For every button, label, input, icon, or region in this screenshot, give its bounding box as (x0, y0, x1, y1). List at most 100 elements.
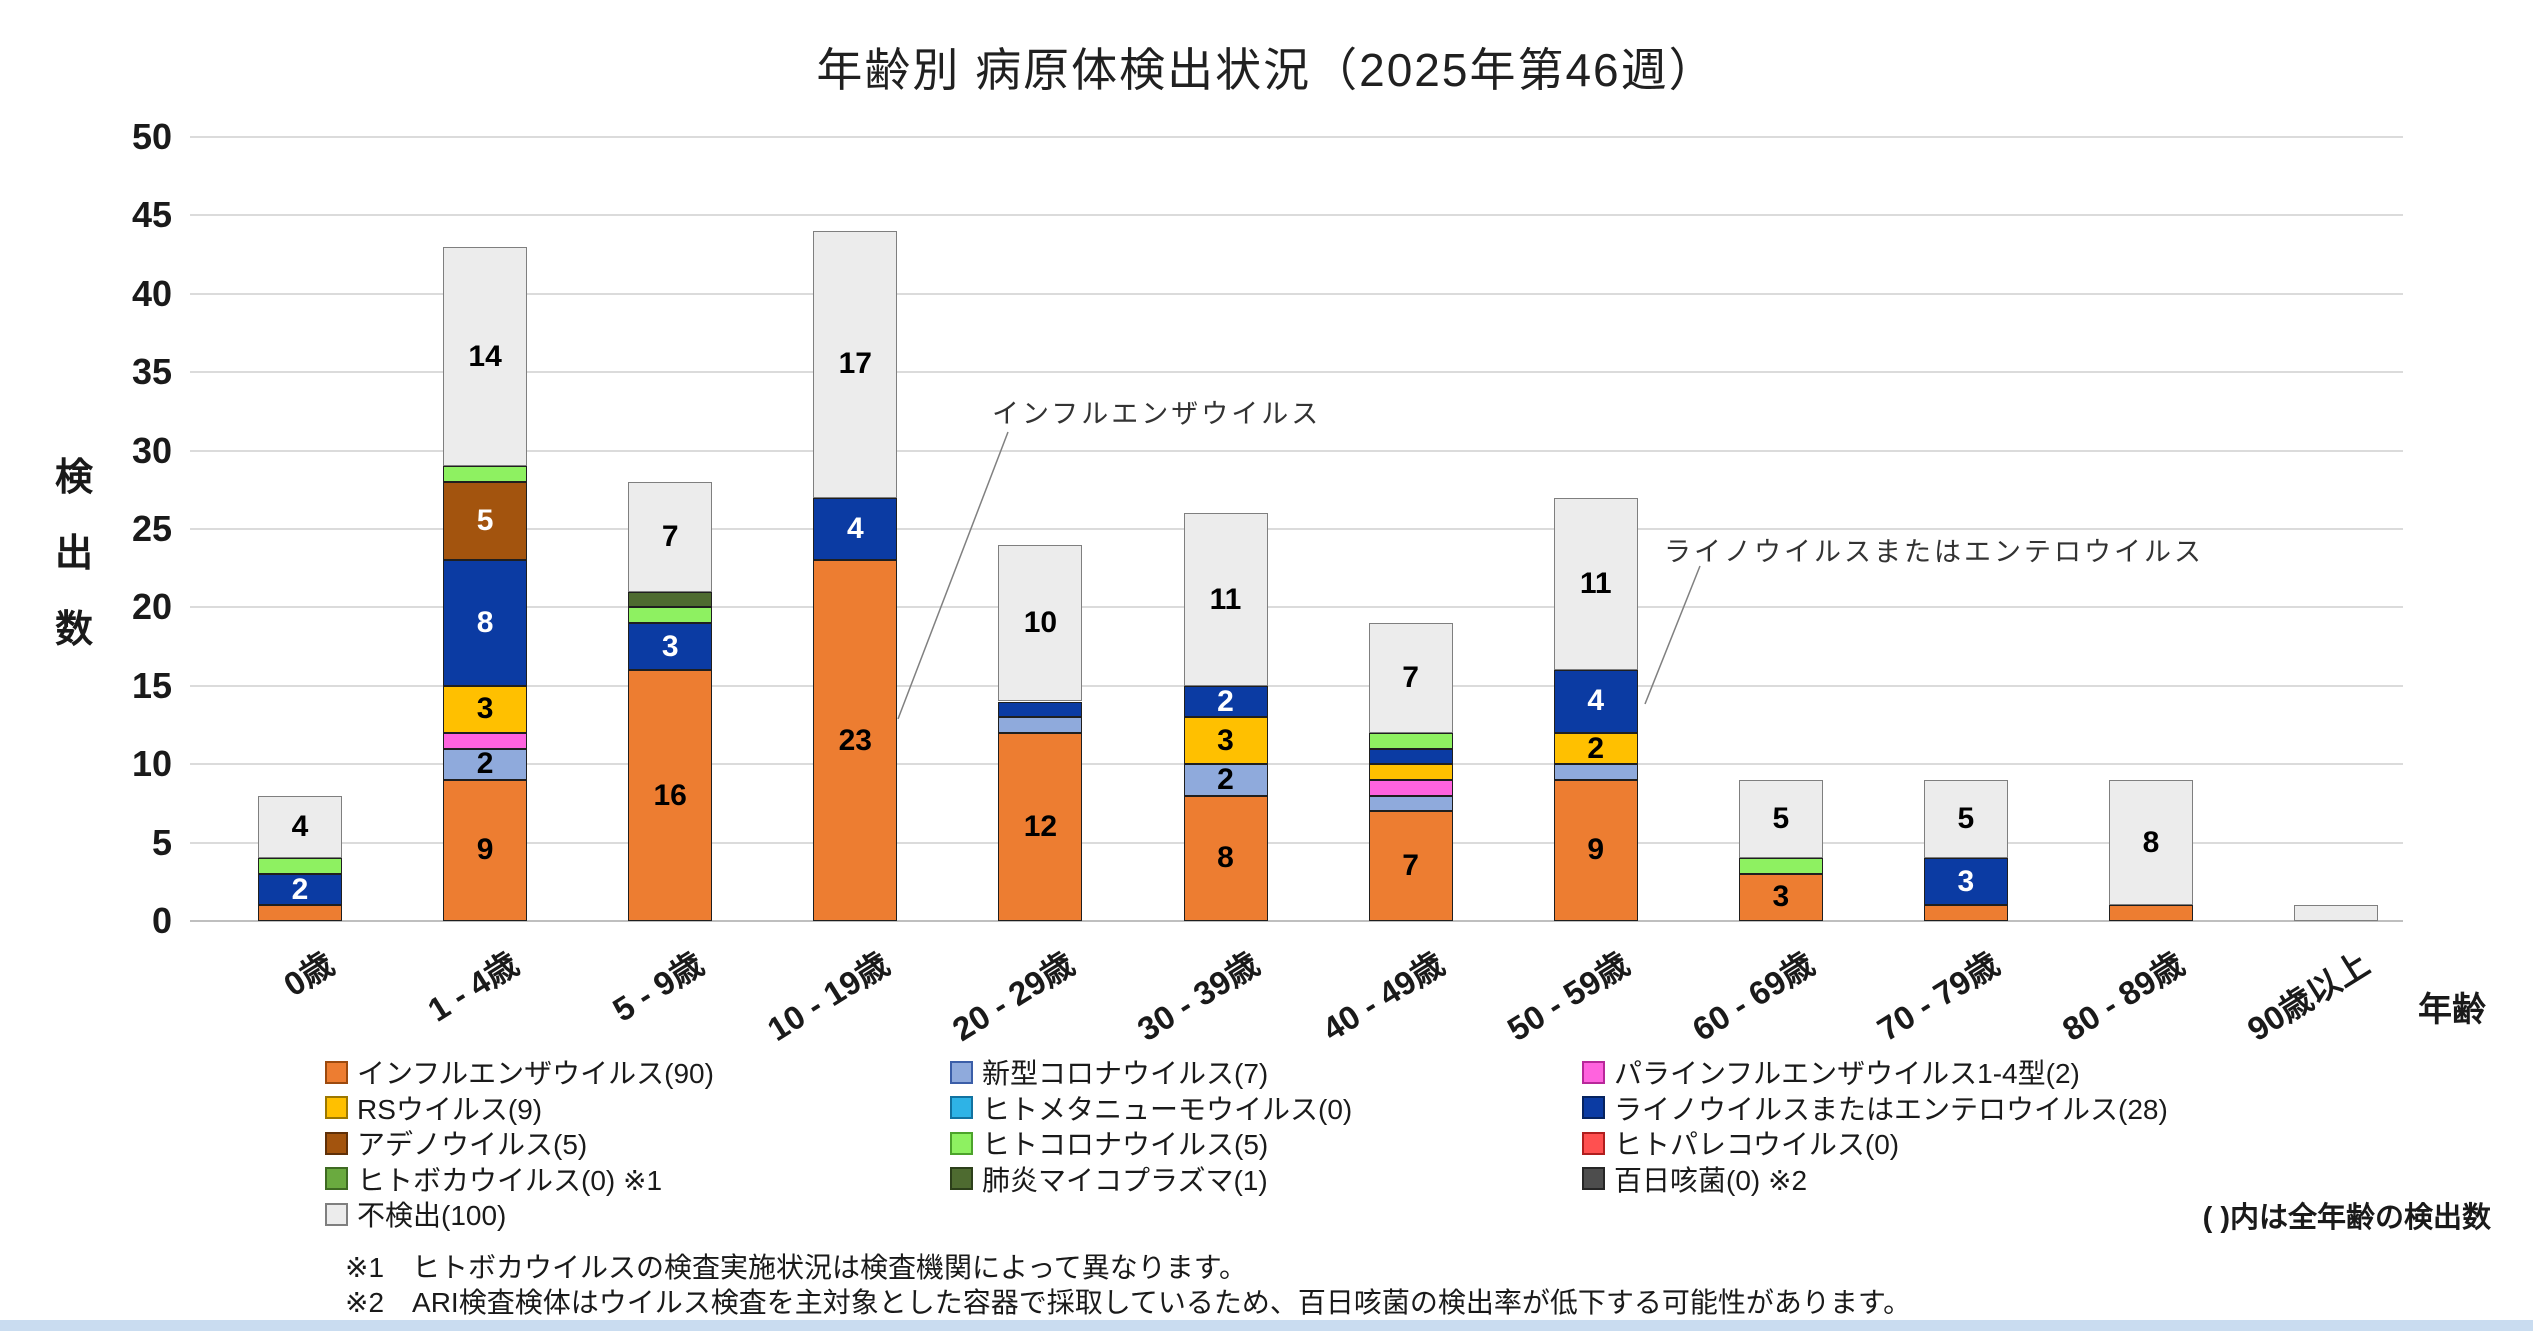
legend-label: ヒトメタニューモウイルス(0) (982, 1093, 1353, 1125)
bar-segment: 11 (1553, 497, 1638, 671)
segment-value-label: 8 (476, 606, 494, 640)
gridline (190, 606, 2403, 609)
legend-swatch (1582, 1096, 1605, 1119)
segment-value-label: 4 (1587, 684, 1605, 718)
segment-value-label: 7 (1402, 660, 1419, 694)
bar-segment: 3 (1183, 717, 1268, 765)
bar-segment: 7 (628, 481, 713, 592)
bar-segment (258, 858, 342, 874)
legend-item: インフルエンザウイルス(90) (325, 1052, 714, 1092)
bar-segment: 10 (998, 544, 1083, 702)
y-tick-label: 30 (131, 429, 172, 471)
gridline (190, 136, 2403, 138)
bar-segment: 5 (443, 481, 528, 561)
bar-segment (443, 732, 528, 749)
bar-segment (2294, 905, 2379, 921)
bar-segment (1923, 905, 2008, 921)
gridline (190, 371, 2403, 374)
legend-label: アデノウイルス(5) (357, 1129, 588, 1160)
bar-segment: 8 (1183, 795, 1268, 921)
segment-value-label: 3 (1772, 880, 1790, 914)
bar-segment: 3 (443, 685, 528, 733)
bar-segment: 8 (2109, 779, 2193, 906)
segment-value-label: 3 (1957, 864, 1975, 898)
y-tick-label: 40 (131, 272, 172, 314)
y-axis-title-char: 検 (54, 457, 93, 499)
legend-label: 肺炎マイコプラズマ(1) (982, 1164, 1268, 1196)
legend-label: 不検出(100) (357, 1200, 507, 1231)
x-category-label: 5 - 9歳 (606, 944, 711, 1029)
segment-value-label: 2 (1217, 684, 1234, 718)
legend-item: ヒトパレコウイルス(0) (1582, 1123, 1899, 1163)
legend-swatch (950, 1131, 973, 1155)
bar-segment: 9 (443, 779, 528, 921)
bar-segment (998, 717, 1083, 733)
legend-label: RSウイルス(9) (357, 1093, 543, 1125)
segment-value-label: 11 (1579, 566, 1612, 600)
x-category-label: 10 - 19歳 (760, 944, 896, 1049)
y-tick-label: 45 (131, 194, 172, 236)
bar-segment: 2 (1553, 732, 1638, 765)
legend-item: ヒトコロナウイルス(5) (950, 1123, 1268, 1163)
x-category-label: 20 - 29歳 (945, 944, 1081, 1049)
legend-label: パラインフルエンザウイルス1-4型(2) (1614, 1058, 2080, 1089)
bar-segment: 5 (1738, 779, 1823, 859)
x-category-label: 1 - 4歳 (421, 944, 525, 1029)
x-category-label: 90歳以上 (2241, 944, 2376, 1049)
bar-segment: 17 (813, 231, 898, 498)
legend-item: RSウイルス(9) (325, 1088, 542, 1128)
y-axis-title: 検出数 (52, 440, 96, 668)
x-category-label: 40 - 49歳 (1315, 944, 1451, 1049)
x-category-label: 60 - 69歳 (1685, 944, 1821, 1049)
bar-segment (443, 466, 528, 482)
bar-segment: 14 (443, 246, 528, 467)
bar-segment: 3 (628, 623, 713, 671)
legend-swatch (950, 1060, 973, 1084)
bar-segment: 3 (1738, 873, 1823, 921)
bar-segment: 5 (1923, 779, 2008, 859)
chart-title: 年齢別 病原体検出状況（2025年第46週） (816, 44, 1717, 96)
gridline (190, 763, 2403, 766)
bar-segment: 23 (813, 560, 898, 921)
segment-value-label: 16 (653, 778, 687, 812)
legend-label: ヒトボカウイルス(0) ※1 (357, 1164, 663, 1196)
x-category-label: 80 - 89歳 (2056, 944, 2191, 1049)
legend-item: 百日咳菌(0) ※2 (1582, 1159, 1807, 1199)
x-category-label: 50 - 59歳 (1500, 944, 1636, 1049)
bar-segment (1368, 748, 1453, 765)
segment-value-label: 5 (1772, 802, 1790, 836)
footnote-2: ※2 ARI検査検体はウイルス検査を主対象とした容器で採取しているため、百日咳菌… (345, 1287, 1912, 1318)
legend-swatch (325, 1167, 348, 1190)
bar-segment: 7 (1368, 623, 1453, 733)
legend-swatch (325, 1202, 348, 1226)
bar-segment: 2 (258, 873, 342, 906)
bar-segment: 7 (1368, 811, 1453, 921)
legend-item: 不検出(100) (325, 1194, 506, 1234)
legend-swatch (325, 1096, 348, 1119)
legend-note: ( )内は全年齢の検出数 (2202, 1202, 2491, 1234)
bar-segment: 4 (1553, 670, 1638, 733)
x-category-label: 0歳 (276, 944, 340, 1004)
segment-value-label: 23 (838, 723, 872, 757)
y-tick-label: 0 (151, 900, 172, 941)
footnote-1: ※1 ヒトボカウイルスの検査実施状況は検査機関によって異なります。 (345, 1252, 1247, 1283)
legend-item: ライノウイルスまたはエンテロウイルス(28) (1582, 1088, 2168, 1128)
bar-segment: 8 (443, 560, 528, 686)
segment-value-label: 2 (476, 747, 494, 781)
bar-segment: 2 (1183, 684, 1268, 718)
legend-swatch (1582, 1131, 1605, 1155)
legend: インフルエンザウイルス(90) 新型コロナウイルス(7) パラインフルエンザウイルス… (325, 1052, 2325, 1242)
legend-swatch (1582, 1167, 1605, 1190)
bottom-strip (0, 1320, 2533, 1331)
y-tick-label: 35 (131, 351, 172, 393)
x-category-label: 70 - 79歳 (1871, 944, 2006, 1049)
bar-segment: 12 (998, 732, 1083, 921)
legend-item: 新型コロナウイルス(7) (950, 1052, 1268, 1092)
annotation-label: ライノウイルスまたはエンテロウイルス (1664, 537, 2204, 567)
bar-segment (998, 701, 1083, 718)
gridline (190, 292, 2403, 295)
legend-label: インフルエンザウイルス(90) (357, 1058, 714, 1089)
segment-value-label: 14 (468, 339, 502, 373)
segment-value-label: 4 (291, 809, 309, 843)
y-tick-label: 25 (131, 508, 172, 549)
